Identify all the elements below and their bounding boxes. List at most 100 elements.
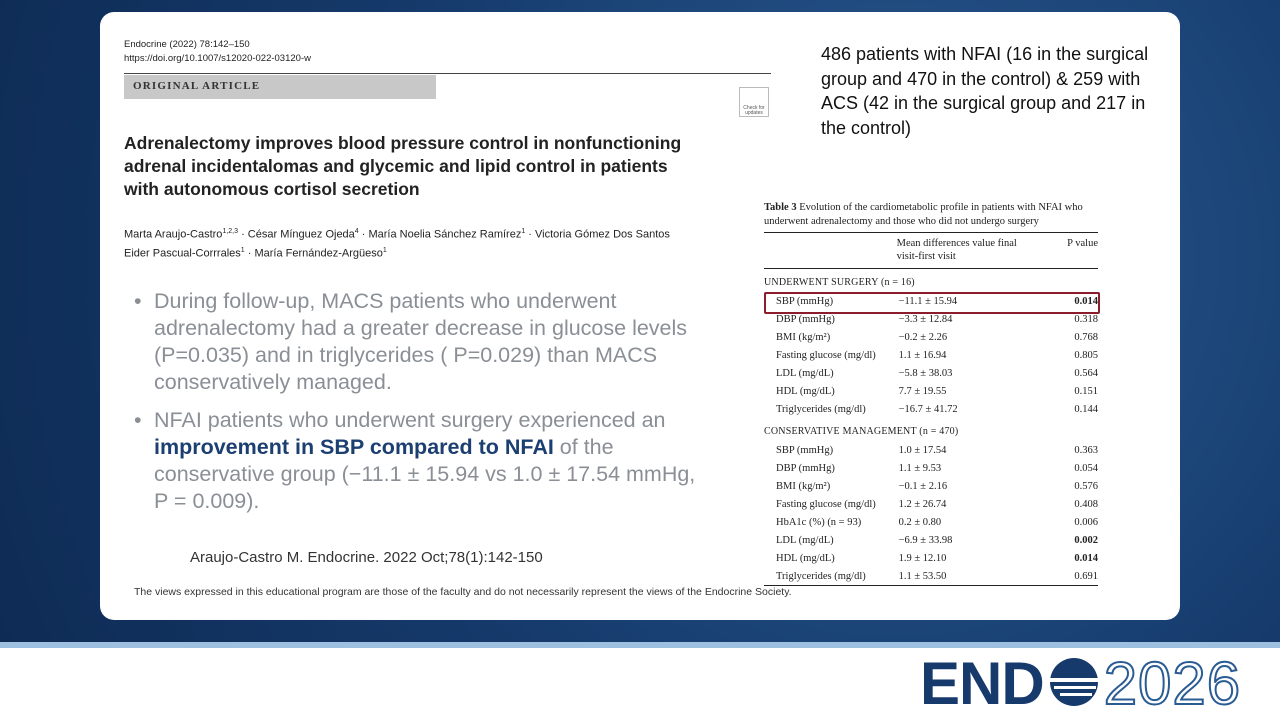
section-title: CONSERVATIVE MANAGEMENT (n = 470) (764, 425, 959, 437)
table-cell: −11.1 ± 15.94 (898, 295, 958, 307)
table-cell: DBP (mmHg) (776, 313, 835, 325)
table-row: HDL (mg/dL) 7.7 ± 19.55 0.151 (764, 382, 1098, 400)
journal-info: Endocrine (2022) 78:142–150 https://doi.… (124, 38, 311, 66)
header-cell: Mean differences value final visit-first… (896, 232, 1035, 269)
table-cell: 0.014 (1074, 295, 1098, 307)
table-cell: 0.691 (1034, 567, 1098, 586)
table-cell: Triglycerides (mg/dl) (764, 567, 897, 586)
table-cell: 0.014 (1074, 552, 1098, 564)
header-cell: P value (1034, 232, 1098, 269)
author-name: Victoria Gómez Dos Santos (535, 228, 670, 241)
table-cell: 0.006 (1074, 516, 1098, 528)
table-caption: Table 3 Evolution of the cardiometabolic… (764, 201, 1102, 229)
table-row: SBP (mmHg) −11.1 ± 15.94 0.014 (764, 292, 1098, 310)
table-row: Triglycerides (mg/dl) −16.7 ± 41.72 0.144 (764, 400, 1098, 418)
table-row: LDL (mg/dL) −5.8 ± 38.03 0.564 (764, 364, 1098, 382)
bullet-text: During follow-up, MACS patients who unde… (154, 289, 688, 394)
table-cell: 0.576 (1074, 480, 1098, 492)
logo: END 2026 (920, 650, 1242, 717)
stripe (0, 642, 1280, 648)
author-name: María Fernández-Argüeso (254, 247, 383, 260)
table-cell: −6.9 ± 33.98 (898, 534, 953, 546)
table-cell: 0.363 (1074, 444, 1098, 456)
table-cell: LDL (mg/dL) (776, 534, 834, 546)
table-cell: 0.144 (1074, 403, 1098, 415)
logo-brand: END (920, 650, 1045, 717)
table-cell: DBP (mmHg) (776, 462, 835, 474)
table-row: SBP (mmHg) 1.0 ± 17.54 0.363 (764, 441, 1098, 459)
table-cell: 1.9 ± 12.10 (898, 552, 947, 564)
author-affiliation: 1 (521, 228, 526, 235)
separator: · (525, 228, 536, 241)
table-cell: 1.0 ± 17.54 (898, 444, 947, 456)
rule (124, 73, 771, 74)
table-row: BMI (kg/m²) −0.1 ± 2.16 0.576 (764, 477, 1098, 495)
table-cell: BMI (kg/m²) (776, 331, 831, 343)
authors: Marta Araujo-Castro1,2,3 · César Mínguez… (124, 224, 756, 261)
separator: · (238, 228, 248, 241)
check-updates-badge: Check for updates (739, 87, 769, 117)
table-body: UNDERWENT SURGERY (n = 16) SBP (mmHg) −11.… (764, 269, 1098, 586)
bullet-text: of the conservative group (−11.1 ± 15.94… (154, 435, 696, 513)
table-row: HbA1c (%) (n = 93) 0.2 ± 0.80 0.006 (764, 513, 1098, 531)
table-cell: 0.002 (1074, 534, 1098, 546)
logo-year: 2026 (1103, 650, 1242, 717)
separator: · (244, 247, 255, 260)
bullets: During follow-up, MACS patients who unde… (134, 288, 714, 526)
section-label: ORIGINAL ARTICLE (124, 75, 436, 99)
table-cell: −3.3 ± 12.84 (898, 313, 953, 325)
table-row: Fasting glucose (mg/dl) 1.1 ± 16.94 0.805 (764, 346, 1098, 364)
table-row: DBP (mmHg) −3.3 ± 12.84 0.318 (764, 310, 1098, 328)
article-title: Adrenalectomy improves blood pressure co… (124, 132, 681, 201)
header-row: Mean differences value final visit-first… (764, 232, 1098, 269)
badge-text: updates (745, 110, 763, 116)
bullet: During follow-up, MACS patients who unde… (134, 288, 714, 396)
author-line: Marta Araujo-Castro1,2,3 · César Mínguez… (124, 224, 756, 243)
table-cell: SBP (mmHg) (776, 444, 834, 456)
table-row: DBP (mmHg) 1.1 ± 9.53 0.054 (764, 459, 1098, 477)
section-title: UNDERWENT SURGERY (n = 16) (764, 276, 915, 288)
table-cell: 1.2 ± 26.74 (898, 498, 947, 510)
bullet-text: NFAI patients who underwent surgery expe… (154, 408, 666, 432)
table-row: Triglycerides (mg/dl) 1.1 ± 53.50 0.691 (764, 567, 1098, 586)
author-affiliation: 1 (382, 246, 387, 254)
table-cell: Triglycerides (mg/dl) (776, 403, 866, 415)
doi: https://doi.org/10.1007/s12020-022-03120… (124, 53, 311, 64)
bullet: NFAI patients who underwent surgery expe… (134, 407, 714, 515)
citation: Araujo-Castro M. Endocrine. 2022 Oct;78(… (190, 549, 543, 566)
author-name: Marta Araujo-Castro (124, 228, 223, 241)
caption: Evolution of the cardiometabolic profile… (764, 202, 1083, 227)
table-cell: 0.318 (1074, 313, 1098, 325)
table-cell: 0.054 (1074, 462, 1098, 474)
table-cell: 0.408 (1074, 498, 1098, 510)
author-affiliation: 1 (240, 246, 245, 254)
author-name: Eider Pascual-Corrrales (124, 247, 241, 260)
table-cell: HDL (mg/dL) (776, 552, 835, 564)
table: Mean differences value final visit-first… (764, 232, 1098, 586)
disclaimer: The views expressed in this educational … (134, 586, 792, 598)
table-cell: LDL (mg/dL) (776, 367, 834, 379)
author-name: César Mínguez Ojeda (247, 228, 355, 241)
table-cell: 0.151 (1074, 385, 1098, 397)
table-cell: 1.1 ± 53.50 (896, 567, 1035, 586)
table-row: LDL (mg/dL) −6.9 ± 33.98 0.002 (764, 531, 1098, 549)
author-name: María Noelia Sánchez Ramírez (368, 228, 522, 241)
table-cell: −0.2 ± 2.26 (898, 331, 948, 343)
table-cell: −0.1 ± 2.16 (898, 480, 948, 492)
logo-globe (1049, 658, 1098, 706)
table-cell: 0.768 (1074, 331, 1098, 343)
table-label: Table 3 (764, 202, 797, 213)
author-affiliation: 1,2,3 (222, 228, 239, 235)
title-line: with autonomous cortisol secretion (124, 179, 420, 199)
author-line: Eider Pascual-Corrrales1 · María Fernánd… (124, 243, 756, 262)
highlight-box (764, 292, 1100, 314)
table-cell: 0.805 (1074, 349, 1098, 361)
section-row: CONSERVATIVE MANAGEMENT (n = 470) (764, 418, 1098, 441)
title-line: Adrenalectomy improves blood pressure co… (124, 133, 682, 153)
table-cell: BMI (kg/m²) (776, 480, 831, 492)
table-head: Mean differences value final visit-first… (764, 232, 1098, 269)
table-cell: HbA1c (%) (n = 93) (776, 516, 862, 528)
separator: · (358, 228, 369, 241)
table-cell: −5.8 ± 38.03 (898, 367, 953, 379)
